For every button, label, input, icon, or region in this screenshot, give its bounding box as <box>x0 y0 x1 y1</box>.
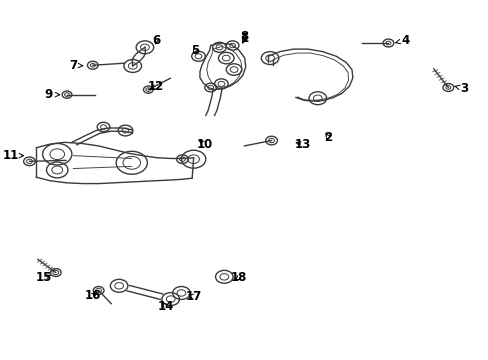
Text: 4: 4 <box>395 33 409 47</box>
Text: 18: 18 <box>230 271 246 284</box>
Text: 3: 3 <box>453 82 467 95</box>
Text: 6: 6 <box>152 34 160 48</box>
Text: 16: 16 <box>84 289 101 302</box>
Text: 10: 10 <box>196 138 212 150</box>
Text: 15: 15 <box>36 271 52 284</box>
Text: 8: 8 <box>240 30 248 43</box>
Text: 12: 12 <box>148 80 164 93</box>
Text: 1: 1 <box>240 32 248 45</box>
Text: 11: 11 <box>3 149 23 162</box>
Text: 14: 14 <box>157 300 174 313</box>
Text: 9: 9 <box>45 88 60 101</box>
Text: 7: 7 <box>69 59 83 72</box>
Text: 5: 5 <box>191 44 199 57</box>
Text: 17: 17 <box>185 290 202 303</box>
Text: 2: 2 <box>324 131 332 144</box>
Text: 13: 13 <box>294 138 311 151</box>
